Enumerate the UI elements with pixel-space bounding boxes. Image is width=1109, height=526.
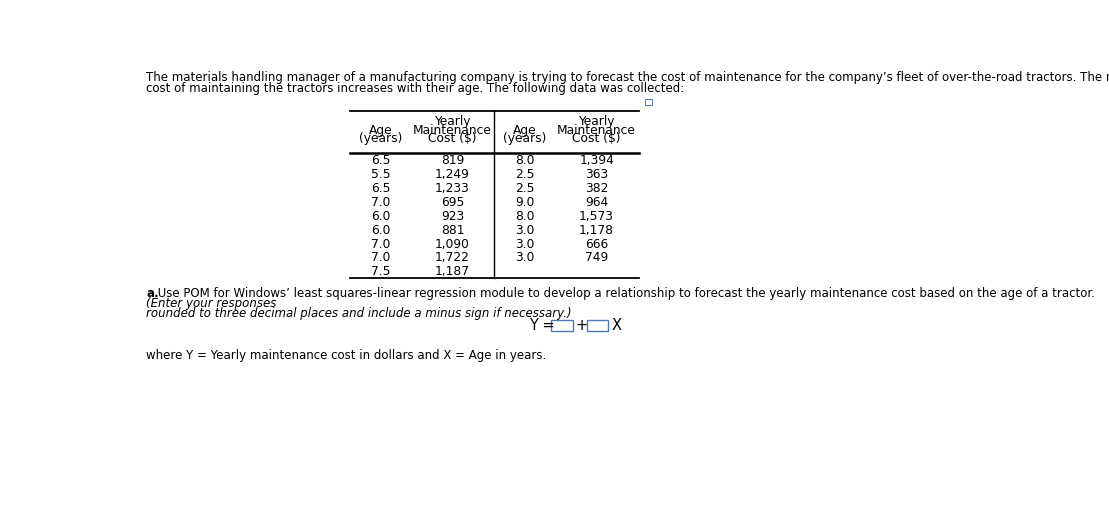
Text: 3.0: 3.0 [515,238,535,250]
Text: a.: a. [146,287,159,300]
Text: 3.0: 3.0 [515,251,535,265]
Bar [644,98,652,106]
Text: Age: Age [512,124,537,137]
Text: 7.0: 7.0 [370,251,390,265]
Text: 7.0: 7.0 [370,196,390,209]
Text: Yearly: Yearly [435,116,470,128]
Text: 7.0: 7.0 [370,238,390,250]
Text: cost of maintaining the tractors increases with their age. The following data wa: cost of maintaining the tractors increas… [146,83,684,95]
Text: 964: 964 [586,196,608,209]
Text: 881: 881 [440,224,465,237]
Text: 666: 666 [586,238,608,250]
Text: 6.0: 6.0 [370,224,390,237]
Text: Maintenance: Maintenance [413,124,492,137]
Text: 1,722: 1,722 [435,251,470,265]
Text: Yearly: Yearly [579,116,614,128]
Text: Y =: Y = [529,318,554,333]
Text: 1,187: 1,187 [435,265,470,278]
Text: 6.0: 6.0 [370,210,390,223]
Text: 5.5: 5.5 [370,168,390,181]
Bar [587,320,608,331]
Text: 1,249: 1,249 [435,168,470,181]
Text: Maintenance: Maintenance [557,124,637,137]
Text: The materials handling manager of a manufacturing company is trying to forecast : The materials handling manager of a manu… [146,71,1109,84]
Text: (years): (years) [502,133,547,145]
Text: 2.5: 2.5 [515,182,535,195]
Text: 382: 382 [584,182,609,195]
Text: 9.0: 9.0 [515,196,535,209]
Text: 363: 363 [586,168,608,181]
Text: 8.0: 8.0 [515,210,535,223]
Text: 1,090: 1,090 [435,238,470,250]
Bar [551,320,572,331]
Text: 2.5: 2.5 [515,168,535,181]
Text: 1,573: 1,573 [579,210,614,223]
Text: Cost ($): Cost ($) [428,133,477,145]
Text: 819: 819 [440,155,465,167]
Text: 923: 923 [441,210,465,223]
Text: 6.5: 6.5 [370,182,390,195]
Text: 695: 695 [440,196,465,209]
Text: 749: 749 [586,251,608,265]
Text: 3.0: 3.0 [515,224,535,237]
Text: Cost ($): Cost ($) [572,133,621,145]
Text: 1,178: 1,178 [579,224,614,237]
Text: 7.5: 7.5 [370,265,390,278]
Text: 1,233: 1,233 [435,182,470,195]
Text: +: + [576,318,588,333]
Text: where Y = Yearly maintenance cost in dollars and X = Age in years.: where Y = Yearly maintenance cost in dol… [146,349,547,362]
Text: rounded to three decimal places and include a minus sign if necessary.): rounded to three decimal places and incl… [146,307,572,320]
Text: Age: Age [368,124,393,137]
Text: 1,394: 1,394 [579,155,614,167]
Text: X: X [611,318,621,333]
Text: (years): (years) [358,133,403,145]
Text: (Enter your responses: (Enter your responses [146,297,277,310]
Text: 6.5: 6.5 [370,155,390,167]
Text: Use POM for Windows’ least squares-linear regression module to develop a relatio: Use POM for Windows’ least squares-linea… [154,287,1099,300]
Text: 8.0: 8.0 [515,155,535,167]
